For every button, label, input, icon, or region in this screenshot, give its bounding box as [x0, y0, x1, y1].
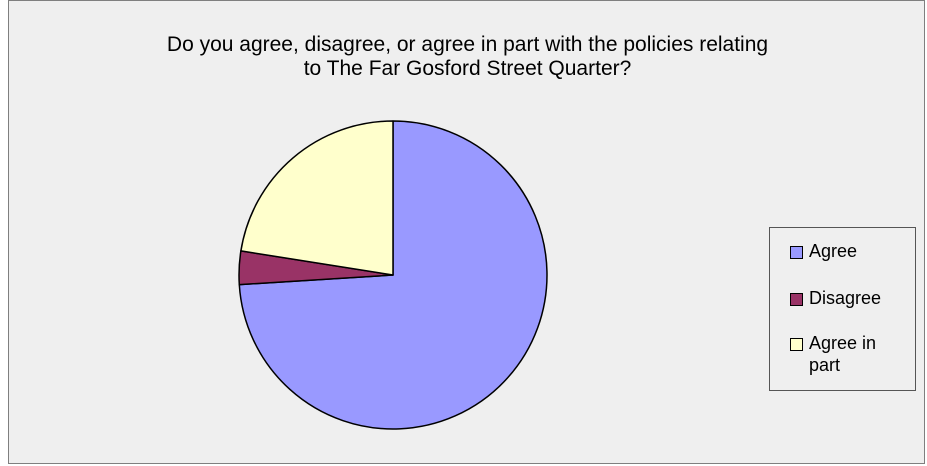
legend: Agree Disagree Agree in part	[769, 227, 916, 391]
legend-swatch-agree	[790, 246, 803, 259]
legend-item-disagree: Disagree	[790, 287, 909, 309]
pie-chart	[238, 120, 548, 430]
legend-item-agree: Agree	[790, 240, 909, 262]
legend-item-agree-in-part: Agree in part	[790, 332, 909, 376]
slice-agree-in-part	[240, 120, 394, 276]
chart-title-line-2: to The Far Gosford Street Quarter?	[303, 57, 632, 80]
chart-title: Do you agree, disagree, or agree in part…	[9, 33, 926, 81]
legend-label-agree: Agree	[809, 241, 858, 261]
legend-swatch-disagree	[790, 293, 803, 306]
chart-title-line-1: Do you agree, disagree, or agree in part…	[166, 33, 769, 56]
legend-label-disagree: Disagree	[809, 288, 882, 308]
chart-area: Do you agree, disagree, or agree in part…	[8, 0, 925, 464]
legend-swatch-agree-in-part	[790, 338, 803, 351]
legend-label-agree-in-part: Agree in part	[809, 333, 877, 375]
